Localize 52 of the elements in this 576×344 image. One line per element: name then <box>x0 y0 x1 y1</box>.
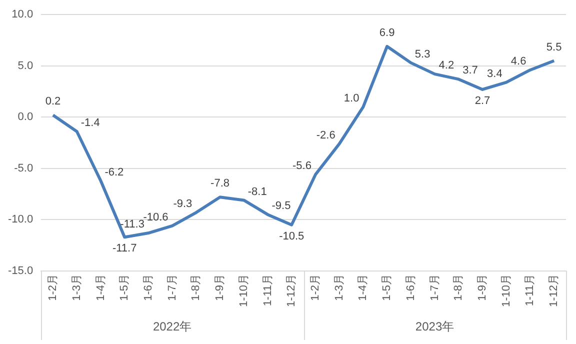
x-tick-label: 1-2月 <box>310 274 322 301</box>
x-tick-label: 1-10月 <box>500 274 512 308</box>
x-tick-label: 1-3月 <box>70 274 83 301</box>
data-label: -1.4 <box>80 117 100 130</box>
y-tick-label: -5.0 <box>14 162 34 174</box>
data-label: 3.4 <box>487 68 502 80</box>
x-tick-label: 1-11月 <box>524 274 536 306</box>
data-label: -9.3 <box>173 198 192 210</box>
x-tick-label: 1-9月 <box>476 274 489 301</box>
x-tick-label: 1-12月 <box>548 274 560 308</box>
data-label: 5.5 <box>546 41 562 54</box>
data-label: -7.8 <box>210 178 230 190</box>
x-tick-label: 1-5月 <box>381 274 394 301</box>
x-tick-label: 1-3月 <box>333 274 346 301</box>
data-label: 4.2 <box>438 60 454 72</box>
y-tick-label: -10.0 <box>8 214 34 226</box>
x-tick-label: 1-7月 <box>166 274 178 301</box>
data-label: 6.9 <box>379 26 395 39</box>
data-label: 4.6 <box>510 56 526 68</box>
y-tick-label: 10.0 <box>12 8 34 21</box>
x-tick-label: 1-9月 <box>214 274 226 301</box>
x-tick-label: 1-8月 <box>190 274 202 301</box>
x-tick-label: 1-12月 <box>286 274 298 308</box>
data-label: -11.3 <box>120 218 144 231</box>
data-label: -5.6 <box>292 160 312 172</box>
data-label: 0.2 <box>45 96 61 108</box>
y-tick-label: -15.0 <box>8 265 34 278</box>
data-label: 3.7 <box>462 64 478 77</box>
x-tick-label: 1-10月 <box>238 274 250 308</box>
x-tick-label: 1-11月 <box>262 274 274 306</box>
x-tick-label: 1-2月 <box>47 274 60 301</box>
x-tick-label: 1-6月 <box>142 274 154 301</box>
data-label: 1.0 <box>344 92 360 104</box>
x-tick-label: 1-8月 <box>452 274 465 301</box>
x-tick-label: 1-4月 <box>94 274 107 301</box>
text: 2022年 <box>152 319 192 334</box>
y-tick-label: 0.0 <box>18 111 34 124</box>
text: 2023年 <box>415 319 454 334</box>
y-tick-label: 5.0 <box>18 60 34 72</box>
data-label: -6.2 <box>104 166 124 178</box>
data-label: -11.7 <box>112 242 137 255</box>
x-tick-label: 1-4月 <box>357 274 370 301</box>
data-label: -2.6 <box>316 129 336 142</box>
data-label: 5.3 <box>414 48 430 60</box>
x-tick-label: 1-6月 <box>404 274 417 301</box>
x-tick-label: 1-5月 <box>118 274 131 301</box>
data-label: -9.5 <box>272 200 291 212</box>
x-tick-label: 1-7月 <box>428 274 441 301</box>
data-label: -10.5 <box>279 230 304 242</box>
data-label: -8.1 <box>248 186 267 198</box>
data-label: -10.6 <box>143 211 168 224</box>
data-label: 2.7 <box>474 94 490 107</box>
